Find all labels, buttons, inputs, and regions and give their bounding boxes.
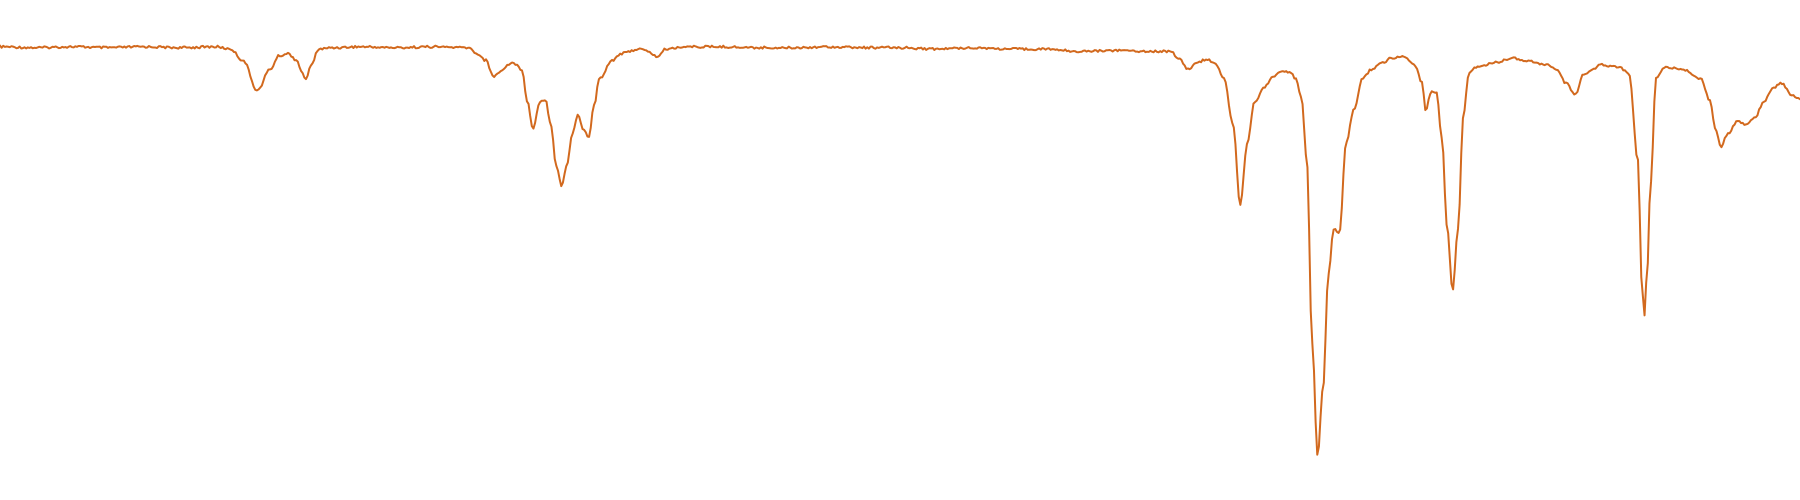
spectrum-line — [0, 44, 1800, 456]
